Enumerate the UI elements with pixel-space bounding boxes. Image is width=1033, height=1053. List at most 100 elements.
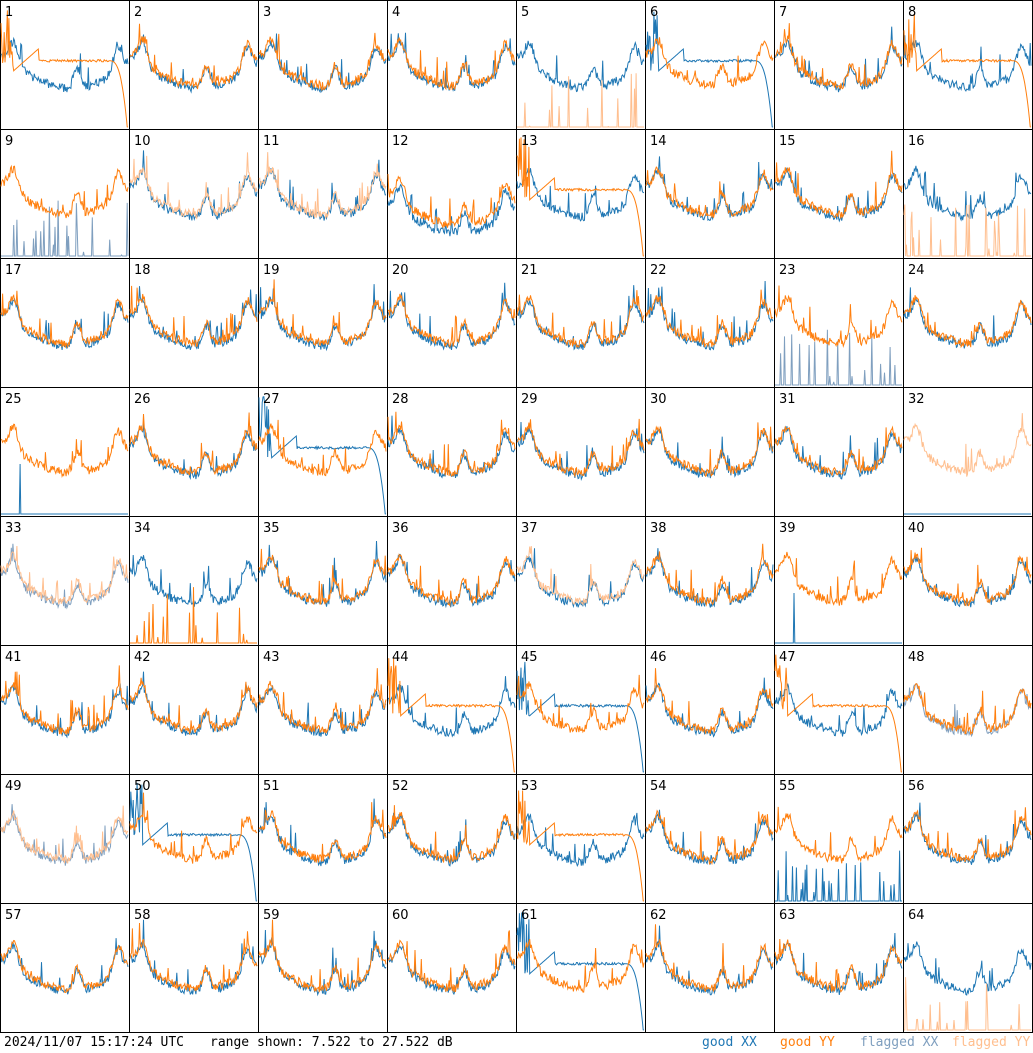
panel-label: 17: [5, 263, 22, 278]
series-yy-panel-34: [130, 587, 257, 644]
panel-label: 63: [779, 908, 796, 923]
series-yy-panel-15: [774, 150, 903, 219]
series-xx-panel-31: [774, 425, 903, 480]
panel-15: 15: [774, 129, 904, 259]
panel-32: 32: [903, 387, 1033, 517]
range-text: range shown: 7.522 to 27.522 dB: [210, 1035, 453, 1050]
panel-60: 60: [387, 903, 517, 1033]
panel-label: 26: [134, 392, 151, 407]
panel-label: 56: [908, 779, 925, 794]
panel-23: 23: [774, 258, 904, 388]
panel-45: 45: [516, 645, 646, 775]
series-yy-panel-11: [258, 152, 387, 219]
panel-label: 19: [263, 263, 280, 278]
series-xx-panel-47: [774, 683, 903, 737]
series-yy-panel-58: [129, 922, 258, 992]
panel-59: 59: [258, 903, 388, 1033]
series-yy-panel-26: [129, 412, 258, 476]
series-xx-panel-26: [129, 423, 258, 480]
panel-label: 58: [134, 908, 151, 923]
timestamp: 2024/11/07 15:17:24 UTC: [4, 1035, 185, 1050]
panel-label: 47: [779, 650, 796, 665]
panel-40: 40: [903, 516, 1033, 646]
series-xx-panel-27: [258, 396, 387, 515]
panel-48: 48: [903, 645, 1033, 775]
series-yy-panel-46: [645, 668, 774, 734]
panel-35: 35: [258, 516, 388, 646]
panel-label: 27: [263, 392, 280, 407]
panel-label: 2: [134, 5, 142, 20]
panel-39: 39: [774, 516, 904, 646]
panel-label: 13: [521, 134, 538, 149]
panel-label: 64: [908, 908, 925, 923]
legend-flagged-xx: flagged XX: [860, 1035, 939, 1050]
panel-label: 38: [650, 521, 667, 536]
panel-label: 28: [392, 392, 409, 407]
series-xx-panel-53: [516, 812, 645, 867]
series-yy-panel-62: [645, 924, 774, 993]
panel-9: 9: [0, 129, 130, 259]
panel-label: 4: [392, 5, 400, 20]
series-yy-panel-44: [387, 658, 516, 773]
series-yy-panel-30: [645, 422, 774, 478]
panel-47: 47: [774, 645, 904, 775]
series-yy-panel-32: [903, 413, 1032, 477]
series-xx-panel-59: [258, 929, 387, 997]
series-yy-panel-22: [645, 289, 774, 348]
panel-label: 52: [392, 779, 409, 794]
panel-29: 29: [516, 387, 646, 517]
series-yy-panel-57: [0, 939, 129, 994]
series-yy-panel-48: [903, 683, 1032, 736]
panel-43: 43: [258, 645, 388, 775]
panel-51: 51: [258, 774, 388, 904]
legend-flagged-yy: flagged YY: [952, 1035, 1031, 1050]
panel-label: 37: [521, 521, 538, 536]
panel-63: 63: [774, 903, 904, 1033]
series-yy-panel-60: [387, 930, 516, 993]
series-yy-panel-16: [903, 204, 1031, 257]
series-yy-panel-6: [645, 37, 774, 90]
panel-label: 40: [908, 521, 925, 536]
series-yy-panel-29: [516, 418, 645, 478]
panel-label: 31: [779, 392, 796, 407]
series-xx-panel-15: [774, 167, 903, 223]
panel-label: 36: [392, 521, 409, 536]
panel-62: 62: [645, 903, 775, 1033]
series-yy-panel-53: [516, 790, 645, 902]
panel-36: 36: [387, 516, 517, 646]
series-yy-panel-17: [0, 290, 129, 349]
panel-label: 59: [263, 908, 280, 923]
panel-57: 57: [0, 903, 130, 1033]
footer: 2024/11/07 15:17:24 UTC range shown: 7.5…: [0, 1033, 1033, 1053]
panel-44: 44: [387, 645, 517, 775]
panel-label: 49: [5, 779, 22, 794]
series-xx-panel-38: [645, 548, 774, 608]
panel-label: 22: [650, 263, 667, 278]
series-yy-panel-3: [258, 32, 387, 92]
panel-1: 1: [0, 0, 130, 130]
panel-label: 50: [134, 779, 151, 794]
series-xx-panel-54: [645, 809, 774, 865]
panel-12: 12: [387, 129, 517, 259]
panel-label: 6: [650, 5, 658, 20]
panel-label: 61: [521, 908, 538, 923]
series-xx-panel-48: [903, 682, 1032, 738]
panel-14: 14: [645, 129, 775, 259]
panel-label: 5: [521, 5, 529, 20]
panel-53: 53: [516, 774, 646, 904]
series-xx-panel-49: [0, 804, 129, 866]
series-xx-panel-22: [645, 280, 774, 351]
series-yy-panel-52: [387, 805, 516, 865]
panel-56: 56: [903, 774, 1033, 904]
panel-label: 25: [5, 392, 22, 407]
panel-label: 48: [908, 650, 925, 665]
panel-label: 41: [5, 650, 22, 665]
panel-33: 33: [0, 516, 130, 646]
series-yy-panel-27: [258, 419, 387, 477]
panel-38: 38: [645, 516, 775, 646]
panel-label: 34: [134, 521, 151, 536]
panel-21: 21: [516, 258, 646, 388]
series-xx-panel-13: [516, 168, 645, 222]
series-yy-panel-47: [774, 654, 903, 773]
